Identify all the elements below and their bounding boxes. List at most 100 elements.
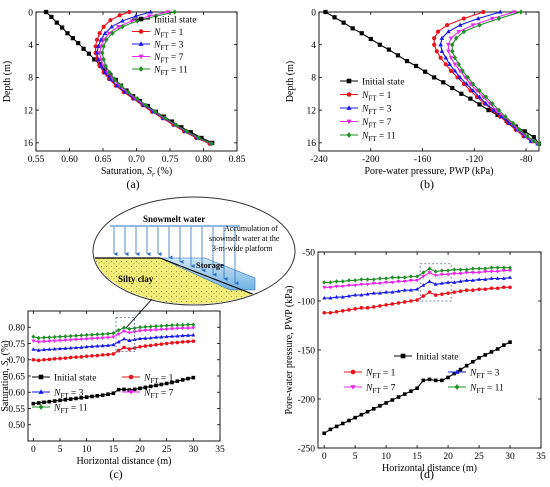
point-d-4-15 bbox=[415, 274, 420, 279]
storage-label: Storage bbox=[196, 260, 224, 270]
point-c-0-0 bbox=[31, 401, 36, 406]
point-d-2-5 bbox=[353, 292, 358, 297]
point-c-1-21 bbox=[143, 344, 148, 348]
point-a-2-7 bbox=[94, 50, 100, 55]
xtick-label-c-6: 30 bbox=[189, 445, 199, 455]
point-b-1-8 bbox=[443, 62, 448, 67]
ytick-label-d-0: -250 bbox=[298, 444, 316, 454]
point-c-4-25 bbox=[164, 323, 169, 328]
point-d-4-27 bbox=[489, 265, 494, 270]
xtick-label-a-4: 0.75 bbox=[162, 155, 179, 165]
point-c-0-12 bbox=[95, 394, 100, 398]
point-d-0-26 bbox=[483, 353, 488, 357]
point-a-2-9 bbox=[98, 63, 104, 68]
point-b-1-4 bbox=[432, 36, 437, 41]
point-d-1-13 bbox=[402, 300, 407, 304]
point-c-4-30 bbox=[191, 322, 196, 327]
point-c-3-11 bbox=[90, 337, 94, 341]
point-d-3-22 bbox=[458, 272, 463, 276]
point-a-3-0 bbox=[165, 10, 171, 15]
point-d-0-24 bbox=[471, 359, 475, 364]
point-d-4-22 bbox=[458, 267, 463, 272]
point-d-2-19 bbox=[439, 281, 444, 285]
ytick-label-d-2: -150 bbox=[298, 346, 316, 356]
point-c-0-3 bbox=[47, 399, 52, 404]
point-c-2-14 bbox=[106, 343, 110, 347]
point-c-3-0 bbox=[31, 339, 36, 344]
point-c-2-5 bbox=[58, 346, 62, 351]
legend-label-a-3: NFT = 7 bbox=[153, 53, 184, 65]
legend-marker-b-0 bbox=[346, 78, 352, 84]
caption-b: (b) bbox=[420, 177, 434, 191]
legend-marker-a-0 bbox=[138, 16, 144, 22]
point-d-1-21 bbox=[452, 290, 457, 294]
point-d-0-15 bbox=[415, 386, 419, 391]
point-c-2-11 bbox=[90, 344, 94, 348]
point-d-2-21 bbox=[452, 280, 457, 284]
point-d-0-1 bbox=[328, 427, 333, 432]
point-b-2-3 bbox=[446, 29, 451, 34]
point-d-0-14 bbox=[409, 389, 413, 393]
point-c-2-10 bbox=[84, 344, 89, 349]
point-c-2-2 bbox=[42, 347, 46, 352]
point-c-2-17 bbox=[122, 336, 126, 341]
point-c-0-15 bbox=[111, 391, 116, 396]
point-c-1-8 bbox=[74, 355, 78, 359]
xtick-label-d-4: 20 bbox=[443, 452, 453, 462]
point-d-1-27 bbox=[489, 286, 494, 291]
point-c-1-22 bbox=[148, 343, 153, 348]
legend-label-c-0: Initial state bbox=[54, 374, 96, 384]
point-c-1-0 bbox=[31, 357, 36, 362]
legend-label-b-4: NFT = 11 bbox=[361, 132, 396, 144]
point-b-4-9 bbox=[460, 68, 465, 74]
point-c-1-18 bbox=[127, 347, 132, 351]
point-a-1-4 bbox=[97, 31, 102, 36]
point-d-4-5 bbox=[353, 278, 358, 283]
point-a-4-11 bbox=[112, 76, 117, 82]
point-c-1-25 bbox=[164, 341, 169, 346]
point-d-3-17 bbox=[427, 271, 432, 275]
point-d-1-1 bbox=[328, 310, 333, 315]
legend-marker-c-4 bbox=[38, 404, 44, 410]
point-d-0-18 bbox=[433, 378, 438, 383]
point-a-0-22 bbox=[179, 125, 184, 130]
point-d-3-27 bbox=[489, 270, 494, 274]
point-d-0-13 bbox=[402, 392, 407, 396]
point-d-2-9 bbox=[377, 291, 382, 295]
point-c-1-4 bbox=[52, 356, 57, 361]
point-c-3-17 bbox=[122, 329, 126, 334]
xtick-label-c-5: 25 bbox=[162, 445, 172, 455]
point-d-4-6 bbox=[359, 277, 364, 282]
point-d-3-2 bbox=[334, 284, 339, 289]
xtick-label-d-0: 0 bbox=[322, 452, 327, 462]
legend-marker-b-2 bbox=[346, 105, 352, 110]
point-a-4-15 bbox=[143, 102, 149, 108]
point-a-4-12 bbox=[118, 82, 124, 89]
point-b-2-16 bbox=[499, 114, 504, 119]
point-c-1-27 bbox=[175, 340, 180, 345]
point-d-4-10 bbox=[384, 276, 389, 281]
legend-label-b-0: Initial state bbox=[362, 78, 404, 88]
highlight-box-c bbox=[115, 317, 136, 353]
point-c-1-1 bbox=[36, 358, 41, 363]
legend-label-b-1: NFT = 1 bbox=[361, 91, 392, 103]
point-c-4-17 bbox=[122, 325, 126, 330]
point-c-3-4 bbox=[52, 339, 57, 344]
point-c-0-7 bbox=[68, 397, 73, 401]
point-d-0-20 bbox=[446, 375, 450, 380]
point-d-1-10 bbox=[384, 303, 388, 307]
point-b-4-6 bbox=[450, 48, 455, 54]
point-b-4-4 bbox=[453, 35, 459, 41]
point-c-3-16 bbox=[116, 332, 121, 337]
point-d-0-16 bbox=[421, 378, 426, 383]
point-d-4-4 bbox=[347, 278, 351, 283]
point-c-2-15 bbox=[111, 342, 116, 347]
point-c-0-17 bbox=[122, 387, 126, 392]
point-a-2-3 bbox=[109, 24, 115, 29]
point-b-4-14 bbox=[490, 100, 495, 107]
point-c-1-6 bbox=[63, 356, 68, 360]
point-d-1-28 bbox=[495, 286, 500, 291]
xtick-label-d-5: 25 bbox=[474, 452, 484, 462]
point-b-0-3 bbox=[350, 26, 355, 31]
point-c-0-22 bbox=[148, 384, 153, 389]
